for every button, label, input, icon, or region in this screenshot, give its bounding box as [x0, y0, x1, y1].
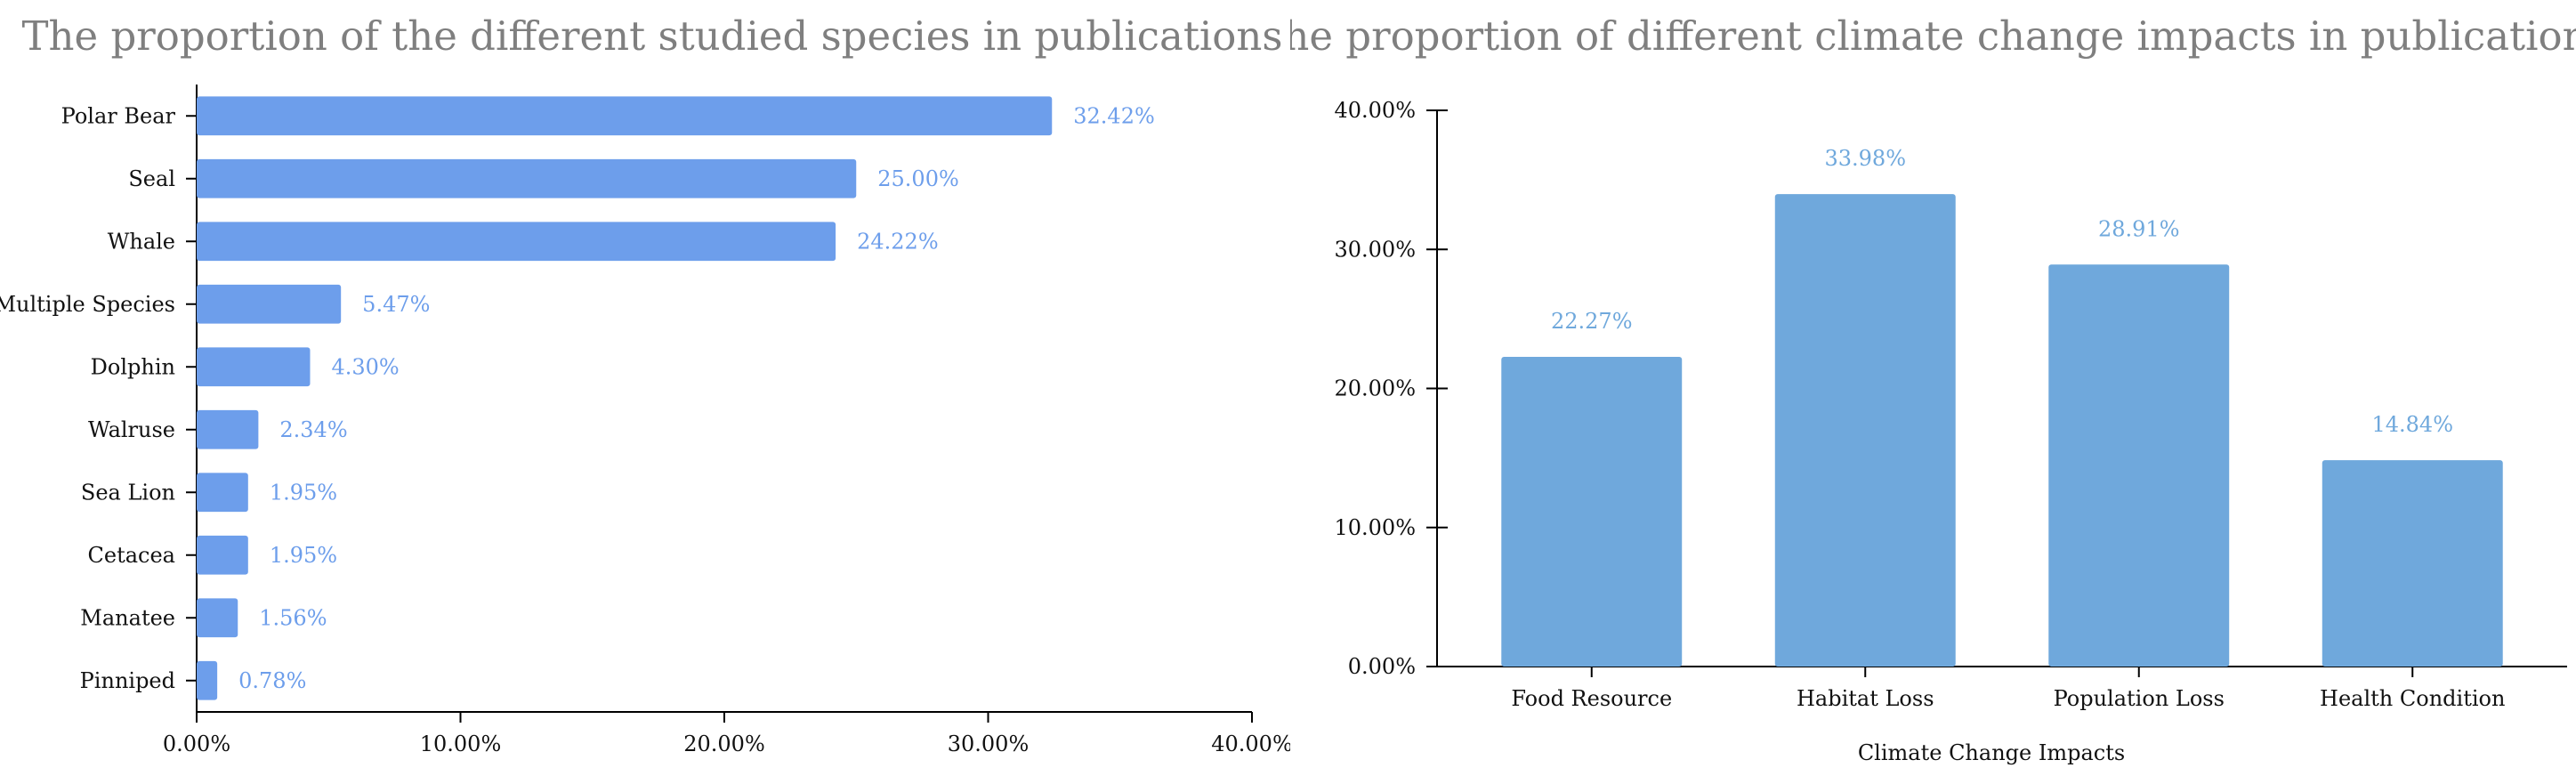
bar-whale [197, 222, 836, 262]
bar-multiple-species [197, 284, 342, 324]
y-tick-label: 30.00% [1334, 237, 1416, 262]
x-tick-label: Habitat Loss [1797, 686, 1934, 711]
data-label: 32.42% [1073, 103, 1155, 128]
y-tick-label: Pinniped [80, 668, 175, 693]
data-label: 14.84% [2371, 412, 2453, 437]
species-bar-chart: The proportion of the different studied … [0, 12, 1290, 756]
x-tick-label: 30.00% [948, 732, 1030, 756]
impacts-bar-chart: The proportion of different climate chan… [1290, 12, 2576, 765]
bar-habitat-loss [1774, 194, 1956, 667]
data-label: 2.34% [279, 417, 347, 442]
data-label: 33.98% [1824, 146, 1906, 171]
bar-cetacea [197, 535, 248, 575]
bar-seal [197, 158, 857, 198]
y-tick-label: Seal [128, 166, 175, 191]
x-axis-label: Climate Change Impacts [1858, 740, 2125, 765]
data-label: 0.78% [238, 668, 306, 693]
x-tick-label: 20.00% [683, 732, 765, 756]
data-label: 25.00% [877, 166, 959, 191]
data-label: 28.91% [2098, 216, 2180, 241]
y-tick-label: Sea Lion [81, 480, 175, 505]
x-tick-label: 40.00% [1211, 732, 1290, 756]
data-label: 1.95% [270, 480, 337, 505]
data-label: 1.56% [259, 605, 327, 630]
bar-polar-bear [197, 96, 1053, 136]
y-tick-label: Manatee [80, 605, 175, 630]
bar-population-loss [2048, 264, 2230, 667]
y-tick-label: 0.00% [1348, 654, 1416, 679]
chart-title: The proportion of different climate chan… [1290, 12, 2576, 60]
bar-dolphin [197, 347, 311, 387]
y-tick-label: Walruse [88, 417, 175, 442]
data-label: 4.30% [331, 354, 399, 379]
bar-pinniped [197, 660, 218, 700]
x-tick-label: 10.00% [420, 732, 502, 756]
data-label: 22.27% [1551, 309, 1633, 334]
x-tick-label: Health Condition [2320, 686, 2505, 711]
bar-walruse [197, 409, 259, 449]
y-tick-label: 20.00% [1334, 376, 1416, 401]
x-tick-label: Population Loss [2054, 686, 2225, 711]
data-label: 5.47% [362, 292, 430, 317]
y-tick-label: Whale [108, 229, 175, 254]
data-label: 1.95% [270, 543, 337, 568]
y-tick-label: Multiple Species [0, 292, 175, 317]
bar-health-condition [2322, 460, 2503, 667]
y-tick-label: 10.00% [1334, 515, 1416, 540]
y-tick-label: 40.00% [1334, 98, 1416, 123]
chart-title: The proportion of the different studied … [22, 12, 1283, 60]
data-label: 24.22% [857, 229, 939, 254]
x-tick-label: Food Resource [1511, 686, 1672, 711]
y-tick-label: Polar Bear [61, 103, 176, 128]
y-tick-label: Cetacea [88, 543, 175, 568]
bar-manatee [197, 598, 238, 638]
bar-food-resource [1501, 357, 1683, 667]
x-tick-label: 0.00% [163, 732, 230, 756]
y-tick-label: Dolphin [91, 354, 175, 379]
bar-sea-lion [197, 473, 248, 513]
